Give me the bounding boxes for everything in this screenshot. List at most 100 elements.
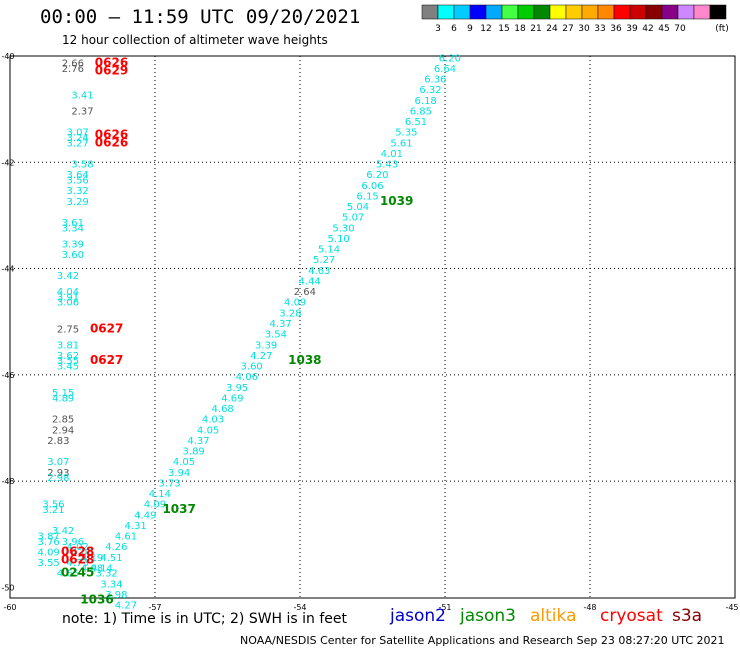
wave-height-label: 3.29 <box>67 197 89 208</box>
legend-tick-label: 21 <box>530 24 541 34</box>
wave-height-label: 3.28 <box>279 308 301 319</box>
wave-height-label: 3.39 <box>255 340 277 351</box>
wave-height-label: 3.27 <box>67 138 89 149</box>
wave-height-label: 3.64 <box>67 170 89 181</box>
lat-tick-label: -48 <box>1 477 14 486</box>
wave-height-label: 3.56 <box>67 176 89 187</box>
wave-height-label: 3.32 <box>67 186 89 197</box>
wave-height-label: 3.62 <box>57 351 79 362</box>
wave-height-label: 6.15 <box>357 191 379 202</box>
pass-time-label: 0626 <box>95 135 128 149</box>
lon-tick-label: -54 <box>293 603 306 612</box>
wave-height-label: 3.07 <box>47 457 69 468</box>
wave-height-label: 3.55 <box>38 558 60 569</box>
wave-height-label: 4.31 <box>125 521 147 532</box>
satellite-altika: altika <box>530 606 577 626</box>
wave-height-label: 4.14 <box>149 489 171 500</box>
lat-tick-label: -46 <box>1 371 14 380</box>
wave-height-label: 4.68 <box>212 404 234 415</box>
wave-height-label: 2.93 <box>47 468 69 479</box>
wave-height-label: 6.18 <box>415 96 437 107</box>
wave-height-label: 4.44 <box>299 276 321 287</box>
wave-height-label: 3.24 <box>67 133 89 144</box>
wave-height-label: 3.45 <box>57 362 79 373</box>
wave-height-label: 3.56 <box>42 500 64 511</box>
wave-height-label: 2.85 <box>52 415 74 426</box>
pass-time-label: 0245 <box>61 566 94 580</box>
footer-credit: NOAA/NESDIS Center for Satellite Applica… <box>240 634 725 647</box>
wave-height-label: 4.19 <box>81 553 103 564</box>
wave-height-label: 6.85 <box>410 106 432 117</box>
lon-tick-label: -51 <box>438 603 451 612</box>
legend-tick-label: 12 <box>480 24 491 34</box>
legend-tick-label: 24 <box>546 24 558 34</box>
wave-height-label: 4.02 <box>67 542 89 553</box>
lon-tick-label: -48 <box>583 603 596 612</box>
wave-height-label: 2.66 <box>62 59 84 70</box>
wave-height-label: 5.35 <box>395 128 417 139</box>
legend-tick-label: 70 <box>674 24 686 34</box>
wave-height-label: 4.89 <box>52 393 74 404</box>
wave-height-label: 4.05 <box>197 425 219 436</box>
wave-height-label: 4.01 <box>381 149 403 160</box>
wave-height-label: 5.10 <box>328 234 350 245</box>
wave-height-label: 3.42 <box>57 271 79 282</box>
map-plot: -40 -42 -44 -46 -48 -50 -60 -57 -54 -51 -48 -45 6.20… <box>1 52 738 612</box>
lon-tick-label: -57 <box>148 603 161 612</box>
wave-height-label: 5.61 <box>390 138 412 149</box>
wave-height-label: 2.83 <box>47 436 69 447</box>
legend-tick-label: 9 <box>467 24 473 34</box>
wave-height-label: 6.20 <box>366 170 388 181</box>
pass-time-label: 0629 <box>95 64 128 78</box>
legend-tick-label: 45 <box>658 24 669 34</box>
wave-height-label: 2.75 <box>57 324 79 335</box>
wave-height-label: 3.06 <box>57 298 79 309</box>
wave-height-label: 3.73 <box>158 478 180 489</box>
legend-tick-label: 6 <box>451 24 457 34</box>
wave-height-label: 4.61 <box>115 532 137 543</box>
wave-height-label: 4.73 <box>67 558 89 569</box>
lon-tick-label: -60 <box>3 603 16 612</box>
wave-height-label: 3.32 <box>96 569 118 580</box>
pass-time-label: 1039 <box>380 194 413 208</box>
wave-height-label: 6.06 <box>361 181 383 192</box>
page-title: 00:00 – 11:59 UTC 09/20/2021 <box>40 6 361 28</box>
pass-time-label: 0628 <box>61 552 94 566</box>
lat-tick-label: -42 <box>1 158 14 167</box>
legend-tick-label: 18 <box>514 24 526 34</box>
pass-time-label: 1036 <box>80 592 113 606</box>
wave-height-label: 3.95 <box>226 383 248 394</box>
wave-height-label: 4.06 <box>71 547 93 558</box>
wave-height-label: 5.27 <box>313 255 335 266</box>
wave-height-label: 3.42 <box>52 526 74 537</box>
legend-tick-label: 3 <box>435 24 441 34</box>
wave-height-label: 4.37 <box>187 436 209 447</box>
legend-tick-label: 42 <box>642 24 653 34</box>
wave-height-label: 5.30 <box>332 223 354 234</box>
wave-height-label: 5.14 <box>318 245 340 256</box>
wave-height-label: 4.65 <box>57 569 79 580</box>
wave-height-label: 4.27 <box>250 351 272 362</box>
wave-height-label: 4.09 <box>284 298 306 309</box>
pass-time-label: 0627 <box>90 353 123 367</box>
wave-height-label: 3.34 <box>62 223 84 234</box>
legend-tick-label: 15 <box>498 24 509 34</box>
legend-tick-label: 33 <box>594 24 605 34</box>
wave-height-label: 3.89 <box>183 447 205 458</box>
wave-height-label: 4.14 <box>91 563 113 574</box>
wave-height-label: 6.32 <box>419 85 441 96</box>
map-frame <box>9 55 736 599</box>
wave-height-label: 3.34 <box>100 579 122 590</box>
legend-tick-label: 39 <box>626 24 638 34</box>
wave-height-label: 4.03 <box>202 415 224 426</box>
wave-height-label: 3.07 <box>67 128 89 139</box>
wave-height-label: 6.64 <box>434 64 456 75</box>
wave-height-label: 4.09 <box>38 547 60 558</box>
legend-tick-label: 30 <box>578 24 590 34</box>
wave-height-label: 3.60 <box>241 362 263 373</box>
wave-height-label: 3.60 <box>62 250 84 261</box>
pass-time-label: 1038 <box>288 353 321 367</box>
wave-height-label: 4.98 <box>81 563 103 574</box>
wave-height-label: 2.76 <box>62 64 84 75</box>
